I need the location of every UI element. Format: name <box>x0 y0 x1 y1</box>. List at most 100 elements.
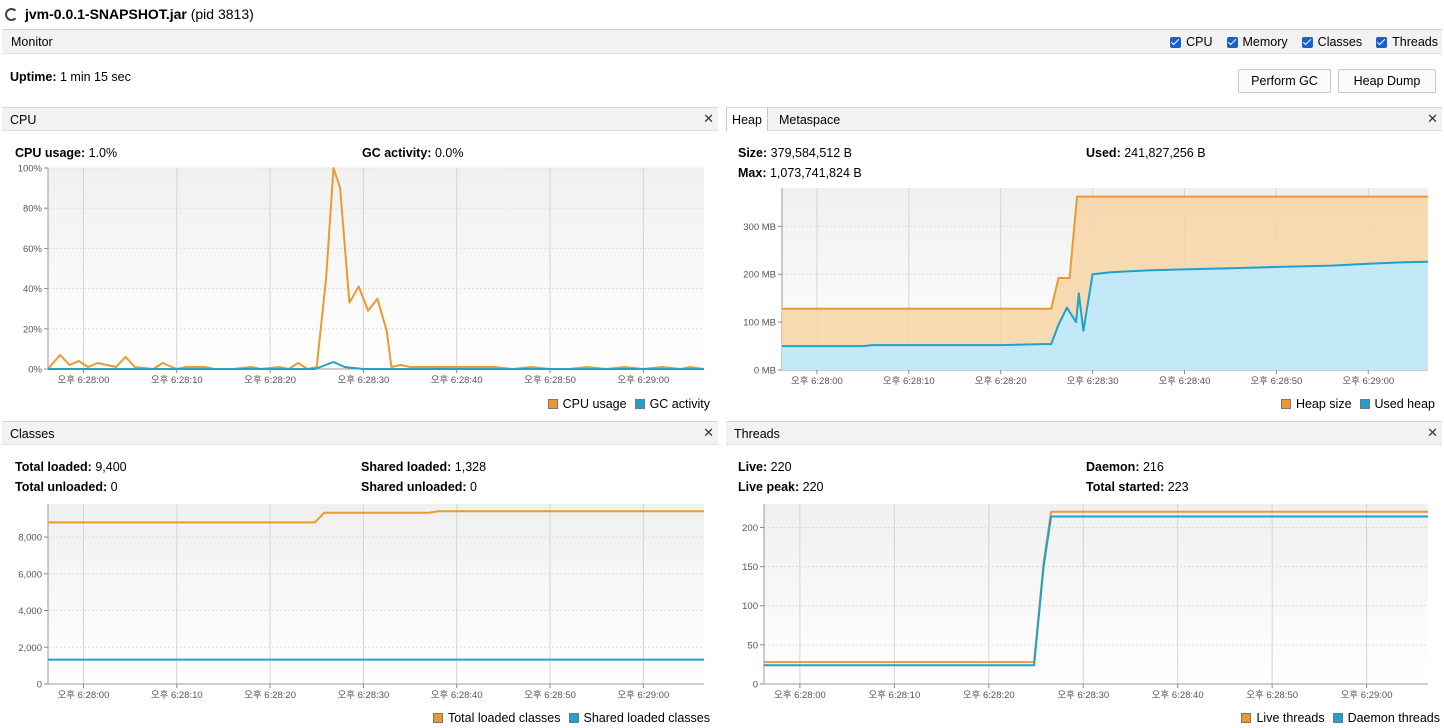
cpu-checkbox[interactable]: CPU <box>1170 35 1213 49</box>
x-tick-label: 오후 6:28:50 <box>524 375 576 386</box>
close-icon[interactable]: ✕ <box>703 425 714 440</box>
threads-checkbox[interactable]: Threads <box>1376 35 1438 49</box>
heap-max-stat: Max: 1,073,741,824 B <box>738 166 862 180</box>
heap-legend: Heap size Used heap <box>1273 397 1435 411</box>
y-tick-label: 8,000 <box>18 533 42 544</box>
total-unloaded-stat: Total unloaded: 0 <box>15 480 118 494</box>
memory-checkbox[interactable]: Memory <box>1226 35 1288 49</box>
x-tick-label: 오후 6:28:10 <box>883 376 935 387</box>
window-title: jvm-0.0.1-SNAPSHOT.jar (pid 3813) <box>25 6 254 22</box>
heap-used-stat: Used: 241,827,256 B <box>1086 146 1206 160</box>
plot-background <box>48 504 704 684</box>
monitor-label: Monitor <box>11 35 53 49</box>
x-tick-label: 오후 6:28:30 <box>337 690 389 701</box>
y-tick-label: 4,000 <box>18 606 42 617</box>
x-tick-label: 오후 6:28:40 <box>431 690 483 701</box>
x-tick-label: 오후 6:28:00 <box>58 375 110 386</box>
close-icon[interactable]: ✕ <box>703 111 714 126</box>
x-tick-label: 오후 6:29:00 <box>1342 376 1394 387</box>
y-tick-label: 150 <box>742 562 758 573</box>
threads-panel: Threads ✕ Live: 220 Daemon: 216 Live pea… <box>726 421 1442 728</box>
classes-panel-header: Classes ✕ <box>2 421 718 445</box>
cpu-chart: 0% 20% 40% 60% 80% 100% 오후 6:28:00 오후 6:28:10 오후… <box>18 165 705 386</box>
y-tick-label: 40% <box>23 284 43 295</box>
y-tick-label: 0 MB <box>754 366 776 377</box>
heap-dump-button[interactable]: Heap Dump <box>1338 69 1436 93</box>
x-tick-label: 오후 6:29:00 <box>617 690 669 701</box>
y-tick-label: 20% <box>23 324 43 335</box>
close-icon[interactable]: ✕ <box>1427 425 1438 440</box>
close-icon[interactable]: ✕ <box>1427 111 1438 126</box>
y-tick-label: 100 MB <box>743 318 776 329</box>
classes-checkbox[interactable]: Classes <box>1301 35 1362 49</box>
checkbox-checked-icon[interactable] <box>1301 36 1313 48</box>
legend-total-loaded: Total loaded classes <box>432 711 561 725</box>
y-tick-label: 60% <box>23 244 43 255</box>
series-line-used-heap <box>782 260 1429 348</box>
y-tick-label: 200 <box>742 523 758 534</box>
checkbox-checked-icon[interactable] <box>1376 36 1388 48</box>
x-tick-label: 오후 6:28:50 <box>1246 690 1298 701</box>
y-tick-label: 0% <box>28 365 42 376</box>
x-tick-label: 오후 6:28:40 <box>431 375 483 386</box>
checkbox-checked-icon[interactable] <box>1170 36 1182 48</box>
live-peak-stat: Live peak: 220 <box>738 480 824 494</box>
uptime: Uptime: 1 min 15 sec <box>10 70 131 84</box>
x-tick-label: 오후 6:28:20 <box>963 690 1015 701</box>
series-line-daemon-threads <box>764 515 1428 667</box>
series-line-gc-activity <box>48 361 704 370</box>
tab-metaspace[interactable]: Metaspace <box>779 113 841 127</box>
total-loaded-stat: Total loaded: 9,400 <box>15 460 127 474</box>
x-tick-label: 오후 6:28:00 <box>58 690 110 701</box>
heap-size-stat: Size: 379,584,512 B <box>738 146 852 160</box>
loading-spinner-icon <box>5 7 18 21</box>
x-tick-label: 오후 6:28:50 <box>524 690 576 701</box>
x-tick-label: 오후 6:28:10 <box>868 690 920 701</box>
classes-panel: Classes ✕ Total loaded: 9,400 Shared loa… <box>2 421 718 728</box>
heap-chart: 0 MB 100 MB 200 MB 300 MB 오후 6:28:00 오후 6:28:… <box>743 188 1429 387</box>
shared-unloaded-stat: Shared unloaded: 0 <box>361 480 478 494</box>
classes-panel-title: Classes <box>10 427 55 441</box>
legend-heap-size: Heap size <box>1280 397 1352 411</box>
x-tick-label: 오후 6:28:20 <box>975 376 1027 387</box>
x-tick-label: 오후 6:28:20 <box>244 375 296 386</box>
classes-legend: Total loaded classes Shared loaded class… <box>425 711 710 725</box>
heap-panel-header: Heap Metaspace ✕ <box>726 107 1442 131</box>
x-tick-label: 오후 6:29:00 <box>617 375 669 386</box>
legend-daemon-threads: Daemon threads <box>1332 711 1440 725</box>
y-tick-label: 6,000 <box>18 569 42 580</box>
plot-background <box>48 168 704 369</box>
cpu-legend: CPU usage GC activity <box>540 397 710 411</box>
cpu-panel: CPU ✕ CPU usage: 1.0% GC activity: 0.0% … <box>2 107 718 415</box>
legend-used-heap: Used heap <box>1359 397 1435 411</box>
checkbox-checked-icon[interactable] <box>1226 36 1238 48</box>
tab-heap[interactable]: Heap <box>726 108 768 131</box>
x-tick-label: 오후 6:28:00 <box>791 376 843 387</box>
cpu-usage-stat: CPU usage: 1.0% <box>15 146 118 160</box>
y-tick-label: 0 <box>753 680 758 691</box>
series-area-used-heap <box>782 261 1428 370</box>
x-tick-label: 오후 6:28:40 <box>1152 690 1204 701</box>
threads-panel-header: Threads ✕ <box>726 421 1442 445</box>
y-tick-label: 100% <box>18 165 43 175</box>
x-tick-label: 오후 6:28:30 <box>1067 376 1119 387</box>
x-tick-label: 오후 6:29:00 <box>1341 690 1393 701</box>
series-line-total-loaded-classes <box>48 510 704 524</box>
cpu-panel-title: CPU <box>10 113 37 127</box>
legend-cpu-usage: CPU usage <box>547 397 627 411</box>
y-tick-label: 300 MB <box>743 222 776 233</box>
y-tick-label: 100 <box>742 601 758 612</box>
window-titlebar: jvm-0.0.1-SNAPSHOT.jar (pid 3813) <box>0 0 1444 28</box>
y-tick-label: 200 MB <box>743 270 776 281</box>
x-tick-label: 오후 6:28:10 <box>151 375 203 386</box>
heap-panel: Heap Metaspace ✕ Size: 379,584,512 B Use… <box>726 107 1442 415</box>
perform-gc-button[interactable]: Perform GC <box>1238 69 1331 93</box>
legend-live-threads: Live threads <box>1241 711 1325 725</box>
plot-background <box>764 504 1428 684</box>
legend-gc-activity: GC activity <box>634 397 710 411</box>
y-tick-label: 50 <box>747 640 758 651</box>
y-tick-label: 80% <box>23 204 43 215</box>
series-line-heap-size <box>782 195 1428 310</box>
threads-legend: Live threads Daemon threads <box>1233 711 1440 725</box>
shared-loaded-stat: Shared loaded: 1,328 <box>361 460 487 474</box>
